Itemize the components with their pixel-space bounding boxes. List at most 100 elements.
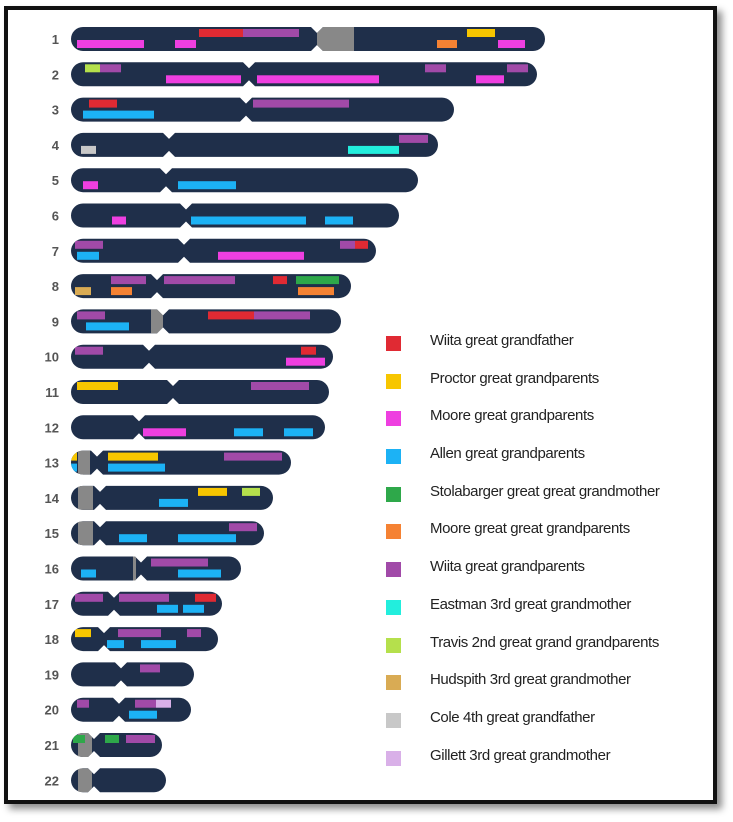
segment-allen-gp — [183, 604, 204, 613]
chromosome-2: 2 — [52, 62, 537, 87]
legend-item-moore-gp: Moore great grandparents — [386, 405, 706, 443]
segment-allen-gp — [191, 216, 306, 225]
chromosome-17: 17 — [45, 591, 222, 616]
legend-item-wiita-gf: Wiita great grandfather — [386, 330, 706, 368]
segment-wiita-gf — [208, 311, 254, 320]
legend-swatch — [386, 336, 401, 351]
legend-label: Stolabarger great great grandmother — [430, 482, 660, 500]
legend-swatch — [386, 373, 401, 389]
segment-wiita-gp — [100, 64, 121, 73]
chromosome-number: 6 — [52, 209, 59, 224]
segment-allen-gp — [86, 322, 129, 331]
chromosome-number: 16 — [45, 562, 59, 577]
legend-item-stolabarger-ggm: Stolabarger great great grandmother — [386, 481, 706, 519]
legend-item-cole-4gf: Cole 4th great grandfather — [386, 707, 706, 745]
chromosome-number: 4 — [52, 138, 60, 153]
chromosome-8: 8 — [52, 274, 351, 299]
segment-wiita-gp — [75, 346, 103, 355]
segment-wiita-gf — [199, 29, 243, 37]
segment-wiita-gp — [425, 64, 446, 73]
segment-wiita-gf — [273, 276, 287, 285]
chromosome-number: 11 — [45, 385, 59, 400]
legend-swatch — [386, 486, 401, 502]
segment-wiita-gp — [243, 29, 299, 37]
segment-moore-gp — [112, 216, 126, 225]
legend-label: Proctor great grandparents — [430, 369, 599, 387]
chromosome-6: 6 — [52, 203, 399, 228]
segment-wiita-gp — [77, 699, 89, 708]
segment-moore-ggp — [111, 287, 132, 296]
legend-item-gillett-3gm: Gillett 3rd great grandmother — [386, 745, 706, 783]
segment-allen-gp — [234, 428, 263, 437]
segment-allen-gp — [178, 181, 236, 190]
chromosome-number: 15 — [45, 526, 59, 541]
chromosome-number: 5 — [52, 173, 59, 188]
segment-allen-gp — [157, 604, 178, 613]
segment-wiita-gp — [151, 558, 208, 567]
centromere-block — [151, 309, 163, 334]
segment-stolabarger-ggm — [296, 276, 339, 285]
segment-proctor-gp — [71, 452, 77, 461]
segment-wiita-gp — [75, 593, 103, 602]
legend-item-wiita-gp: Wiita great grandparents — [386, 556, 706, 594]
segment-allen-gp — [108, 463, 165, 472]
segment-eastman-3gm — [348, 145, 399, 154]
legend-item-moore-ggp: Moore great great grandparents — [386, 518, 706, 556]
segment-wiita-gp — [229, 523, 257, 532]
segment-wiita-gp — [135, 699, 156, 708]
segment-allen-gp — [178, 569, 221, 578]
centromere-block — [78, 450, 90, 475]
chromosome-number: 2 — [52, 67, 59, 82]
segment-allen-gp — [284, 428, 313, 437]
chromosome-19: 19 — [45, 662, 195, 687]
segment-proctor-gp — [108, 452, 158, 461]
segment-wiita-gp — [251, 382, 309, 390]
chromosome-number: 1 — [52, 32, 59, 47]
segment-wiita-gp — [224, 452, 282, 461]
segment-wiita-gp — [507, 64, 528, 73]
segment-moore-gp — [476, 75, 504, 84]
chromosome-7: 7 — [52, 238, 376, 263]
chromosome-body — [71, 768, 166, 793]
chromosome-12: 12 — [45, 415, 325, 440]
segment-wiita-gp — [140, 664, 160, 673]
chromosome-10: 10 — [45, 344, 333, 369]
segment-moore-gp — [166, 75, 241, 84]
segment-wiita-gp — [75, 240, 103, 249]
chromosome-11: 11 — [45, 380, 329, 404]
legend-label: Cole 4th great grandfather — [430, 708, 595, 726]
chromosome-number: 9 — [52, 314, 59, 329]
legend: Wiita great grandfather Proctor great gra… — [386, 330, 706, 782]
legend-label: Wiita great grandfather — [430, 332, 574, 349]
segment-allen-gp — [159, 498, 188, 507]
segment-moore-gp — [83, 181, 98, 190]
legend-item-eastman-3gm: Eastman 3rd great grandmother — [386, 594, 706, 632]
segment-gillett-3gm — [156, 699, 171, 708]
chromosome-13: 13 — [45, 450, 291, 475]
segment-stolabarger-ggm — [105, 735, 119, 743]
segment-wiita-gp — [164, 276, 235, 285]
segment-allen-gp — [129, 710, 157, 719]
legend-swatch — [386, 750, 401, 766]
legend-swatch — [386, 599, 401, 615]
segment-moore-gp — [498, 40, 525, 48]
segment-proctor-gp — [198, 487, 227, 496]
legend-item-travis-2ggp: Travis 2nd great grand grandparents — [386, 632, 706, 670]
segment-allen-gp — [325, 216, 353, 225]
centromere-block — [78, 485, 93, 510]
segment-allen-gp — [83, 110, 154, 119]
segment-allen-gp — [71, 463, 77, 472]
segment-moore-gp — [175, 40, 196, 48]
chromosome-number: 3 — [52, 103, 59, 118]
legend-label: Eastman 3rd great grandmother — [430, 595, 632, 613]
segment-wiita-gp — [111, 276, 146, 285]
segment-travis-2ggp — [85, 64, 100, 73]
segment-allen-gp — [119, 534, 147, 543]
segment-allen-gp — [141, 640, 176, 649]
legend-swatch — [386, 562, 401, 578]
chromosome-21: 21 — [45, 733, 162, 757]
legend-swatch — [386, 449, 401, 465]
legend-swatch — [386, 675, 401, 691]
segment-cole-4gf — [81, 145, 96, 154]
